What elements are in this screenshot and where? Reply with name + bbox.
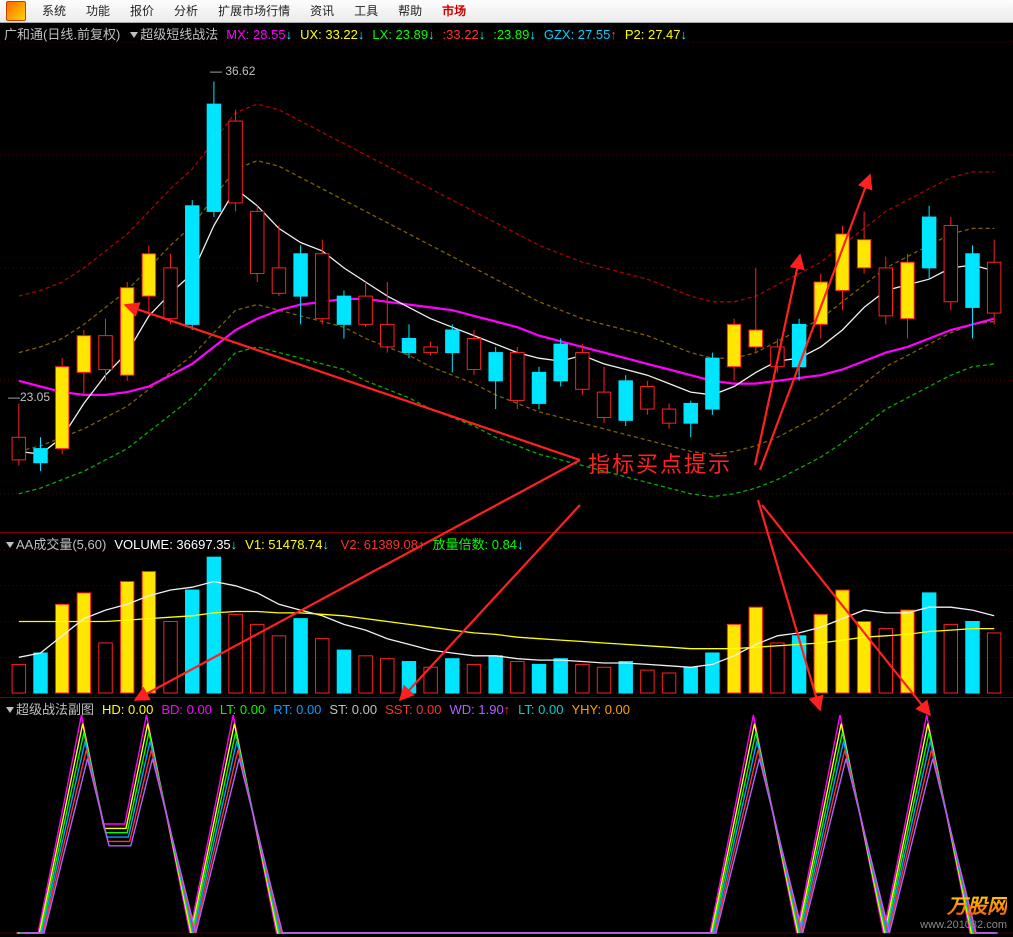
sub-indicator-panel[interactable]: 超级战法副图HD: 0.00BD: 0.00LT: 0.00RT: 0.00ST… bbox=[0, 697, 1013, 937]
watermark-brand: 万股网 bbox=[920, 890, 1007, 919]
watermark: 万股网 www.201082.com bbox=[920, 890, 1007, 931]
menu-item-1[interactable]: 功能 bbox=[76, 4, 120, 18]
candlestick-chart bbox=[0, 22, 1013, 532]
menu-item-7[interactable]: 帮助 bbox=[388, 4, 432, 18]
panel1-header: 广和通(日线.前复权)超级短线战法MX: 28.55↓UX: 33.22↓LX:… bbox=[4, 24, 695, 43]
menu-item-8[interactable]: 市场 bbox=[432, 4, 476, 18]
menu-item-3[interactable]: 分析 bbox=[164, 4, 208, 18]
menu-item-5[interactable]: 资讯 bbox=[300, 4, 344, 18]
panel3-header: 超级战法副图HD: 0.00BD: 0.00LT: 0.00RT: 0.00ST… bbox=[4, 699, 638, 718]
panel2-header: AA成交量(5,60)VOLUME: 36697.35↓V1: 51478.74… bbox=[4, 534, 532, 553]
menu-item-4[interactable]: 扩展市场行情 bbox=[208, 4, 300, 18]
menu-item-6[interactable]: 工具 bbox=[344, 4, 388, 18]
app-icon bbox=[6, 1, 26, 21]
candlestick-panel[interactable]: 广和通(日线.前复权)超级短线战法MX: 28.55↓UX: 33.22↓LX:… bbox=[0, 22, 1013, 533]
menu-item-2[interactable]: 报价 bbox=[120, 4, 164, 18]
price-high-label: — 36.62 bbox=[210, 64, 255, 78]
menu-item-0[interactable]: 系统 bbox=[32, 4, 76, 18]
price-low-label: —23.05 bbox=[8, 390, 50, 404]
annotation-label: 指标买点提示 bbox=[588, 447, 732, 479]
volume-chart bbox=[0, 532, 1013, 697]
menu-bar: 系统功能报价分析扩展市场行情资讯工具帮助市场 bbox=[0, 0, 1013, 23]
sub-indicator-chart bbox=[0, 697, 1013, 937]
volume-panel[interactable]: AA成交量(5,60)VOLUME: 36697.35↓V1: 51478.74… bbox=[0, 532, 1013, 698]
watermark-url: www.201082.com bbox=[920, 919, 1007, 931]
